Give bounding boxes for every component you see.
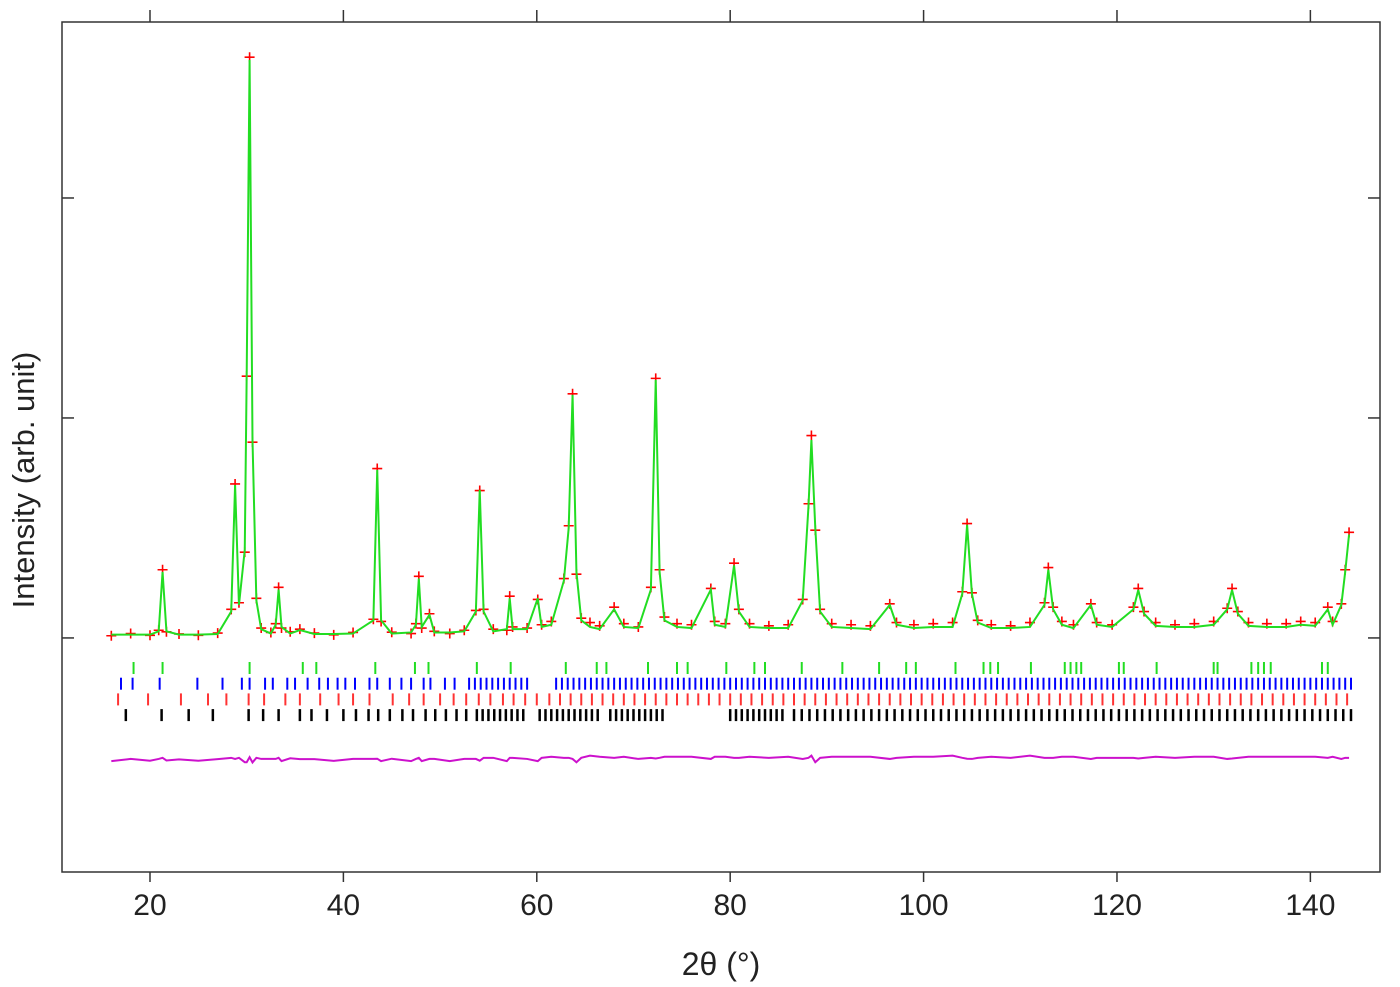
observed-point (1005, 620, 1016, 631)
observed-point (1170, 619, 1180, 630)
x-tick-label: 80 (713, 889, 746, 922)
x-tick-label: 120 (1092, 889, 1142, 922)
observed-point (444, 628, 455, 639)
x-tick-label: 100 (899, 889, 949, 922)
x-tick-label: 20 (133, 889, 166, 922)
plot-frame (61, 21, 1381, 873)
difference-line (111, 754, 1350, 765)
calculated-line (111, 60, 1351, 636)
observed-point (106, 630, 117, 641)
x-tick-label: 140 (1285, 889, 1335, 922)
observed-point (806, 430, 817, 441)
observed-point (763, 620, 774, 631)
x-axis-label: 2θ (°) (682, 946, 761, 982)
x-tick-label: 40 (327, 889, 360, 922)
observed-point (125, 628, 136, 639)
x-tick-label: 60 (520, 889, 553, 922)
y-axis-label: Intensity (arb. unit) (6, 352, 41, 609)
